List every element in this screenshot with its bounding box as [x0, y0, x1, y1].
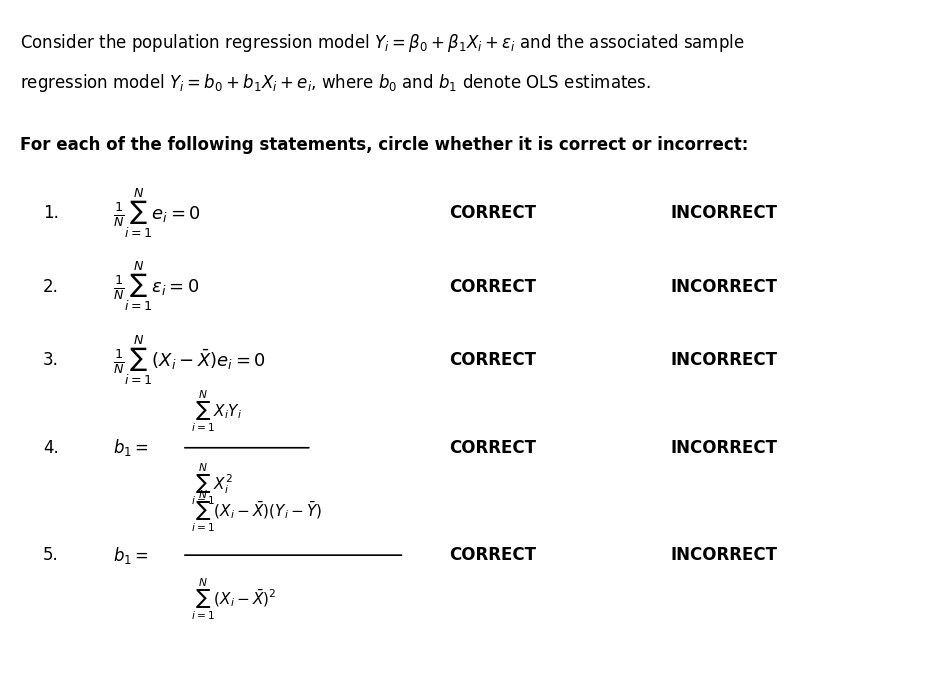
Text: INCORRECT: INCORRECT — [671, 546, 777, 564]
Text: $\sum_{i=1}^{N} (X_i - \bar{X})^2$: $\sum_{i=1}^{N} (X_i - \bar{X})^2$ — [191, 576, 277, 621]
Text: INCORRECT: INCORRECT — [671, 204, 777, 222]
Text: INCORRECT: INCORRECT — [671, 439, 777, 457]
Text: regression model $Y_i = b_0 + b_1 X_i + e_i$, where $b_0$ and $b_1$ denote OLS e: regression model $Y_i = b_0 + b_1 X_i + … — [20, 72, 651, 94]
Text: $\frac{1}{N}\sum_{i=1}^{N} (X_i - \bar{X})e_i = 0$: $\frac{1}{N}\sum_{i=1}^{N} (X_i - \bar{X… — [112, 334, 266, 388]
Text: $b_1 = $: $b_1 = $ — [112, 545, 149, 565]
Text: CORRECT: CORRECT — [448, 278, 536, 296]
Text: $\sum_{i=1}^{N} X_i^2$: $\sum_{i=1}^{N} X_i^2$ — [191, 462, 234, 508]
Text: $\sum_{i=1}^{N} (X_i - \bar{X})(Y_i - \bar{Y})$: $\sum_{i=1}^{N} (X_i - \bar{X})(Y_i - \b… — [191, 489, 322, 534]
Text: For each of the following statements, circle whether it is correct or incorrect:: For each of the following statements, ci… — [20, 135, 748, 154]
Text: 1.: 1. — [43, 204, 59, 222]
Text: $\sum_{i=1}^{N} X_i Y_i$: $\sum_{i=1}^{N} X_i Y_i$ — [191, 388, 242, 433]
Text: $\frac{1}{N}\sum_{i=1}^{N} e_i = 0$: $\frac{1}{N}\sum_{i=1}^{N} e_i = 0$ — [112, 186, 201, 240]
Text: CORRECT: CORRECT — [448, 439, 536, 457]
Text: $b_1 = $: $b_1 = $ — [112, 437, 149, 458]
Text: CORRECT: CORRECT — [448, 204, 536, 222]
Text: CORRECT: CORRECT — [448, 546, 536, 564]
Text: $\frac{1}{N}\sum_{i=1}^{N} \varepsilon_i = 0$: $\frac{1}{N}\sum_{i=1}^{N} \varepsilon_i… — [112, 259, 199, 313]
Text: 3.: 3. — [43, 352, 59, 369]
Text: INCORRECT: INCORRECT — [671, 278, 777, 296]
Text: 2.: 2. — [43, 278, 59, 296]
Text: 5.: 5. — [43, 546, 58, 564]
Text: CORRECT: CORRECT — [448, 352, 536, 369]
Text: Consider the population regression model $Y_i = \beta_0 + \beta_1 X_i + \varepsi: Consider the population regression model… — [20, 32, 744, 54]
Text: 4.: 4. — [43, 439, 58, 457]
Text: INCORRECT: INCORRECT — [671, 352, 777, 369]
